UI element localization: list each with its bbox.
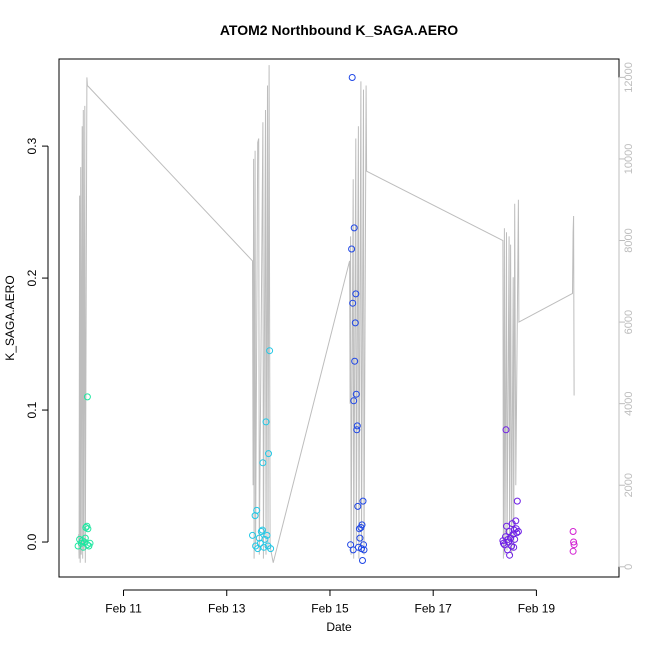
data-point-54 [360,546,368,554]
y2-tick-label-1: 2000 [623,473,635,497]
y-tick-label-3: 0.3 [25,137,39,154]
data-point-70 [511,535,519,543]
data-point-29 [265,450,272,458]
chart-title: ATOM2 Northbound K_SAGA.AERO [220,22,458,38]
data-point-79 [569,528,577,535]
data-point-6 [81,534,89,542]
data-point-30 [266,347,274,355]
x-axis-label: Date [326,620,352,634]
y2-tick-label-4: 8000 [623,228,635,252]
x-tick-label-4: Feb 19 [518,602,556,616]
data-point-36 [350,224,358,232]
data-point-13 [83,393,91,401]
data-point-80 [570,538,578,546]
plot-frame [58,58,620,578]
y2-tick-label-2: 4000 [623,391,635,415]
x-tick-label-3: Feb 17 [415,602,453,616]
data-point-9 [84,525,92,533]
data-point-33 [348,245,356,253]
y2-tick-label-6: 12000 [623,62,635,93]
scatter-point-layer [74,74,578,564]
data-point-31 [267,545,275,553]
secondary-line-layer [78,65,575,563]
data-point-37 [351,357,359,365]
data-point-73 [513,529,521,537]
data-point-74 [513,497,521,505]
data-point-25 [261,535,269,543]
data-point-38 [351,319,359,327]
data-point-51 [359,497,367,505]
data-point-75 [514,528,522,535]
data-point-14 [249,531,256,539]
data-point-12 [86,539,94,547]
data-point-68 [510,543,518,551]
data-point-40 [352,390,360,398]
data-point-43 [353,422,361,430]
data-point-71 [512,517,520,525]
data-point-27 [263,531,271,539]
x-tick-label-2: Feb 15 [311,602,349,616]
x-tick-label-0: Feb 11 [105,602,142,616]
data-point-42 [353,426,361,434]
x-tick-label-1: Feb 13 [208,602,246,616]
data-point-22 [258,526,266,534]
data-point-53 [358,521,366,529]
y-tick-label-2: 0.2 [25,269,39,286]
data-point-50 [359,557,366,564]
data-point-16 [253,506,261,514]
y-axis-label: K_SAGA.AERO [3,275,17,360]
y-tick-label-0: 0.0 [25,533,39,550]
data-point-77 [499,539,507,547]
data-point-34 [349,299,357,307]
data-point-76 [502,426,510,434]
data-point-41 [350,397,358,405]
axes-layer: 0.0 0.1 0.2 0.3 Feb 11 Feb 13 Feb 15 Feb 17 Feb … [25,62,635,615]
data-point-81 [570,541,578,549]
data-point-63 [506,551,514,559]
data-point-21 [257,528,265,535]
y2-tick-label-0: 0 [623,564,635,570]
data-point-20 [256,539,264,547]
data-point-44 [354,502,362,510]
y-tick-label-1: 0.1 [25,401,39,418]
secondary-series-line [78,65,575,563]
data-point-39 [352,290,360,298]
data-point-55 [348,74,356,81]
data-point-78 [505,538,512,546]
y2-tick-label-5: 10000 [623,144,635,175]
data-point-26 [262,418,270,426]
data-point-47 [356,534,364,542]
data-point-82 [569,547,577,555]
data-point-52 [360,541,367,549]
data-point-23 [259,459,267,467]
data-point-24 [260,543,268,551]
y2-tick-label-3: 6000 [623,310,635,334]
